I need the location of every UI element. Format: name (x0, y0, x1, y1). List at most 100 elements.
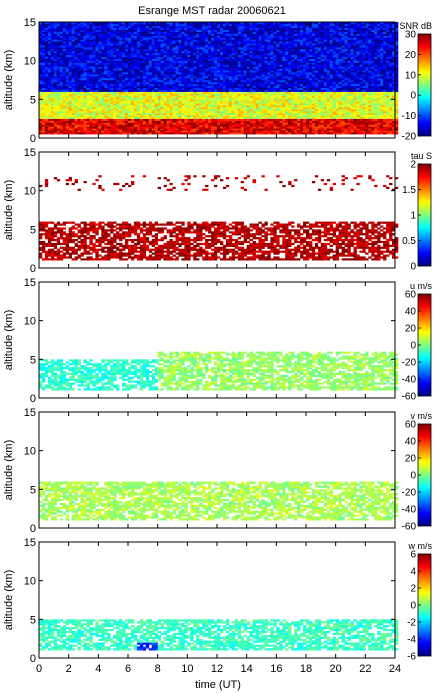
heatmap-cell (270, 132, 274, 135)
heatmap-cell (169, 54, 173, 58)
heatmap-cell (282, 47, 286, 50)
heatmap-cell (211, 114, 215, 117)
heatmap-cell (169, 31, 173, 34)
heatmap-cell (131, 39, 135, 42)
heatmap-cell (142, 37, 147, 40)
heatmap-cell (237, 128, 242, 131)
heatmap-cell (267, 114, 271, 117)
heatmap-cell (89, 68, 93, 71)
heatmap-cell (89, 70, 93, 73)
heatmap-cell (240, 54, 244, 58)
heatmap-cell (139, 109, 144, 112)
heatmap-cell (157, 47, 161, 50)
heatmap-cell (276, 56, 280, 59)
heatmap-cell (258, 91, 262, 94)
heatmap-cell (42, 124, 46, 127)
heatmap-cell (160, 78, 164, 81)
heatmap-cell (178, 58, 182, 61)
heatmap-cell (74, 72, 78, 75)
heatmap-cell (50, 116, 55, 119)
heatmap-cell (139, 110, 144, 114)
heatmap-cell (113, 72, 117, 75)
heatmap-cell (243, 85, 247, 88)
heatmap-cell (136, 23, 141, 27)
heatmap-cell (68, 105, 72, 108)
heatmap-cell (276, 78, 280, 81)
heatmap-cell (285, 37, 289, 40)
heatmap-cell (119, 97, 123, 100)
heatmap-cell (50, 130, 55, 133)
heatmap-cell (231, 25, 236, 29)
heatmap-cell (276, 25, 280, 29)
heatmap-cell (252, 72, 256, 75)
heatmap-cell (50, 58, 55, 61)
heatmap-cell (190, 74, 194, 77)
heatmap-cell (107, 74, 111, 77)
heatmap-cell (157, 58, 161, 61)
heatmap-cell (113, 126, 117, 129)
heatmap-cell (160, 99, 164, 102)
heatmap-cell (107, 49, 111, 52)
heatmap-cell (288, 68, 292, 71)
heatmap-cell (68, 81, 72, 85)
heatmap-cell (89, 35, 93, 38)
heatmap-cell (74, 74, 78, 77)
heatmap-cell (44, 52, 49, 56)
heatmap-cell (199, 35, 203, 38)
heatmap-cell (285, 93, 289, 96)
heatmap-cell (89, 101, 93, 104)
heatmap-cell (282, 29, 286, 32)
heatmap-cell (163, 126, 167, 129)
heatmap-cell (240, 60, 244, 63)
heatmap-cell (133, 76, 138, 79)
heatmap-cell (208, 35, 212, 38)
heatmap-cell (101, 120, 105, 123)
heatmap-cell (133, 70, 138, 73)
heatmap-cell (279, 31, 283, 34)
heatmap-cell (273, 33, 277, 36)
heatmap-cell (113, 56, 117, 59)
heatmap-cell (68, 124, 72, 127)
heatmap-cell (83, 62, 87, 65)
heatmap-cell (202, 78, 206, 81)
heatmap-cell (175, 107, 179, 110)
heatmap-cell (113, 110, 117, 114)
heatmap-cell (71, 107, 75, 110)
heatmap-cell (169, 78, 173, 81)
heatmap-cell (214, 37, 218, 40)
heatmap-cell (211, 68, 215, 71)
heatmap-cell (258, 58, 262, 61)
heatmap-cell (187, 105, 191, 108)
heatmap-cell (101, 85, 105, 88)
heatmap-cell (225, 132, 230, 135)
heatmap-cell (255, 64, 259, 67)
heatmap-cell (77, 37, 81, 40)
heatmap-cell (243, 43, 247, 46)
heatmap-cell (139, 130, 144, 133)
heatmap-cell (211, 45, 215, 48)
heatmap-cell (184, 74, 188, 77)
heatmap-cell (231, 112, 236, 116)
heatmap-cell (104, 66, 108, 69)
heatmap-cell (50, 114, 55, 117)
heatmap-cell (288, 103, 292, 106)
heatmap-cell (65, 110, 69, 114)
heatmap-cell (231, 39, 236, 42)
heatmap-cell (148, 118, 153, 121)
heatmap-cell (62, 29, 66, 32)
heatmap-cell (231, 122, 236, 125)
heatmap-cell (217, 70, 221, 73)
heatmap-cell (172, 62, 176, 65)
heatmap-cell (252, 33, 256, 36)
heatmap-cell (243, 47, 247, 50)
heatmap-cell (261, 126, 265, 129)
heatmap-cell (53, 54, 58, 58)
heatmap-cell (193, 87, 197, 90)
heatmap-cell (255, 54, 259, 58)
heatmap-cell (222, 64, 227, 67)
heatmap-cell (86, 124, 90, 127)
heatmap-cell (169, 27, 173, 30)
heatmap-cell (288, 91, 292, 94)
heatmap-cell (133, 33, 138, 36)
heatmap-cell (148, 49, 153, 52)
